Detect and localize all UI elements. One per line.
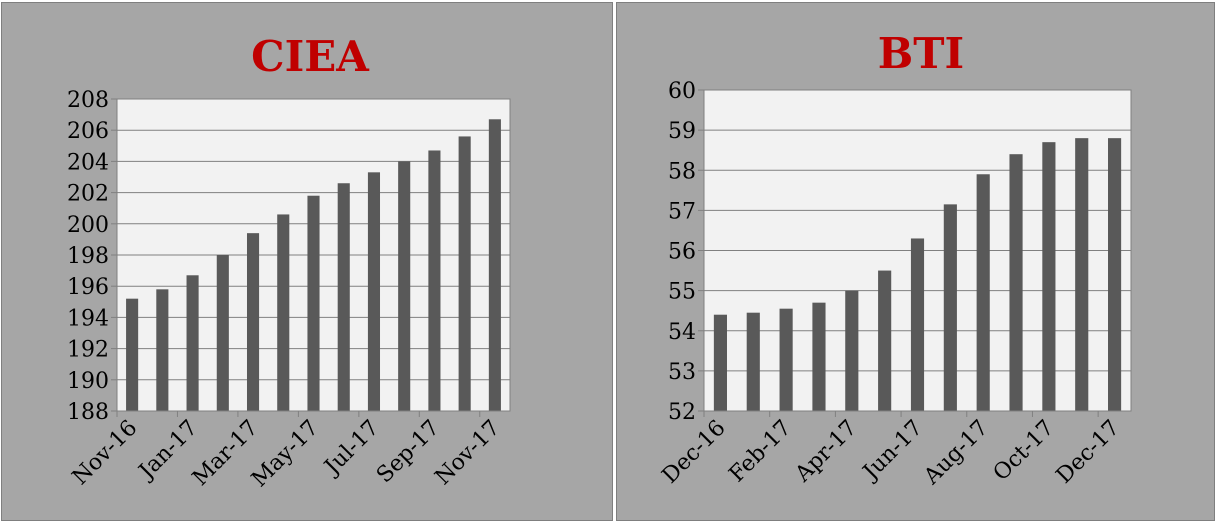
bti-bar-oct-17	[1042, 142, 1056, 411]
ciea-bar-sep-17	[428, 150, 441, 412]
ciea-bar-mar-17	[246, 233, 260, 411]
chart-panel-bti: BTI 52 53 54 55 56 57 58 59 60 Dec-16 Feb-17 Apr-17 J…	[616, 2, 1215, 521]
ciea-bar-may-17	[307, 195, 320, 411]
bti-x-tick-label: Jun-17	[857, 416, 927, 486]
ciea-chart: CIEA 188 190 192 194 196 198 200 202 204 206 208 Nov…	[67, 32, 511, 493]
ciea-bar-apr-17	[277, 214, 290, 411]
bti-y-tick-label: 52	[668, 400, 696, 425]
ciea-y-tick-label: 194	[67, 306, 109, 331]
ciea-y-tick-label: 200	[67, 213, 109, 238]
bti-bar-aug-17	[976, 174, 990, 411]
bti-chart: BTI 52 53 54 55 56 57 58 59 60 Dec-16Feb-17Apr-17J…	[658, 29, 1132, 491]
bti-x-tick-label: Dec-17	[1052, 416, 1125, 489]
bti-bar-dec-17	[1108, 138, 1122, 411]
ciea-bar-jan-17	[186, 275, 199, 411]
ciea-y-tick-label: 188	[67, 400, 109, 425]
bti-y-tick-label: 58	[668, 159, 696, 184]
ciea-y-tick-label: 192	[67, 338, 109, 363]
bti-x-tick-label: Oct-17	[989, 416, 1059, 486]
bti-bar-sep-17	[1009, 154, 1023, 411]
bti-y-tick-label: 54	[668, 320, 696, 345]
bti-y-tick-label: 53	[668, 360, 696, 385]
bti-bar-dec-16	[713, 314, 727, 411]
bti-y-tick-label: 55	[668, 280, 696, 305]
bti-bar-may-17	[878, 270, 892, 411]
ciea-bar-nov-16	[126, 298, 139, 411]
bti-bar-jan-17	[746, 312, 760, 411]
ciea-y-tick-label: 206	[67, 119, 109, 144]
bti-y-tick-label: 56	[668, 240, 696, 265]
bti-bar-apr-17	[845, 290, 859, 411]
ciea-bar-aug-17	[398, 161, 411, 411]
bti-bar-mar-17	[812, 302, 826, 411]
bti-x-tick-label: Feb-17	[725, 416, 797, 488]
ciea-y-tick-label: 202	[67, 182, 109, 207]
ciea-bar-feb-17	[216, 255, 229, 411]
bti-bar-nov-17	[1075, 138, 1089, 411]
ciea-bar-dec-16	[156, 289, 169, 411]
ciea-bar-nov-17	[488, 119, 501, 411]
ciea-y-tick-label: 208	[67, 88, 109, 113]
chart-panel-ciea: CIEA 188 190 192 194 196 198 200 202 204 206 208 Nov…	[1, 2, 613, 521]
ciea-x-tick-label: Nov-17	[431, 416, 506, 491]
bti-y-tick-label: 59	[668, 119, 696, 144]
bti-bar-jun-17	[910, 238, 925, 411]
ciea-y-tick-label: 190	[67, 369, 109, 394]
bti-x-tick-label: Aug-17	[919, 416, 994, 491]
ciea-x-tick-label: Sep-17	[372, 416, 445, 489]
bti-bar-feb-17	[779, 308, 793, 411]
ciea-y-tick-label: 198	[67, 244, 109, 269]
ciea-bar-jul-17	[367, 172, 381, 411]
bti-x-tick-label: Dec-16	[658, 416, 731, 489]
ciea-x-tick-label: Nov-16	[68, 416, 143, 491]
bti-title: BTI	[878, 29, 964, 78]
ciea-bar-oct-17	[458, 136, 471, 411]
ciea-title: CIEA	[251, 32, 370, 81]
bti-y-tick-label: 57	[668, 199, 696, 224]
ciea-y-tick-label: 196	[67, 275, 109, 300]
bti-bar-jul-17	[943, 204, 957, 411]
bti-y-tick-label: 60	[668, 79, 696, 104]
ciea-x-tick-label: May-17	[247, 416, 324, 493]
bti-x-tick-label: Apr-17	[790, 416, 862, 488]
ciea-y-tick-label: 204	[67, 150, 109, 175]
ciea-bar-jun-17	[337, 183, 350, 411]
